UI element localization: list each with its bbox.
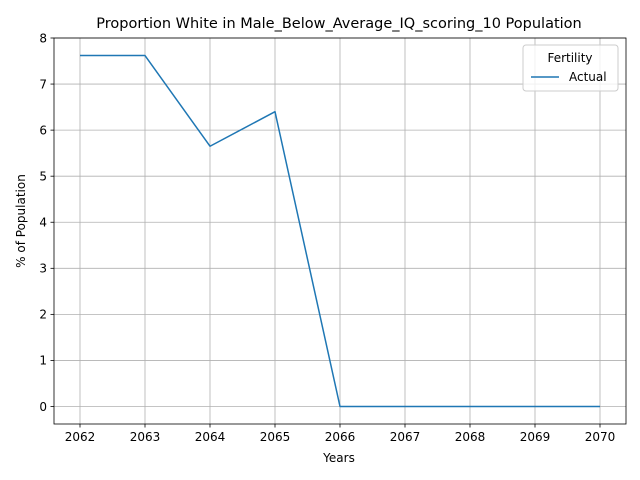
x-tick-label: 2065 bbox=[260, 430, 291, 444]
x-axis-label: Years bbox=[322, 451, 355, 465]
y-tick-label: 3 bbox=[39, 262, 47, 276]
chart-title: Proportion White in Male_Below_Average_I… bbox=[96, 16, 582, 32]
y-tick-label: 5 bbox=[39, 169, 47, 183]
series-line-actual bbox=[80, 54, 600, 408]
legend: Fertility Actual bbox=[522, 44, 619, 92]
legend-label-actual: Actual bbox=[569, 70, 607, 84]
y-tick-label: 6 bbox=[39, 123, 47, 137]
x-tick-label: 2070 bbox=[585, 430, 616, 444]
y-axis-ticks: 0 1 2 3 4 5 6 7 8 bbox=[39, 31, 54, 414]
y-tick-label: 7 bbox=[39, 77, 47, 91]
x-tick-label: 2063 bbox=[130, 430, 161, 444]
x-tick-label: 2067 bbox=[390, 430, 421, 444]
x-tick-label: 2069 bbox=[520, 430, 551, 444]
series-layer bbox=[80, 54, 600, 408]
grid bbox=[54, 37, 626, 424]
x-tick-label: 2066 bbox=[325, 430, 356, 444]
y-tick-label: 0 bbox=[39, 400, 47, 414]
y-tick-label: 2 bbox=[39, 308, 47, 322]
legend-title: Fertility bbox=[547, 51, 592, 65]
y-tick-label: 8 bbox=[39, 31, 47, 45]
y-axis-label: % of Population bbox=[14, 174, 28, 268]
x-tick-label: 2064 bbox=[195, 430, 226, 444]
x-tick-label: 2068 bbox=[455, 430, 486, 444]
x-tick-label: 2062 bbox=[65, 430, 96, 444]
legend-box bbox=[522, 44, 619, 92]
x-axis-ticks: 2062 2063 2064 2065 2066 2067 2068 2069 2070 bbox=[65, 424, 616, 444]
y-tick-label: 4 bbox=[39, 216, 47, 230]
y-tick-label: 1 bbox=[39, 354, 47, 368]
